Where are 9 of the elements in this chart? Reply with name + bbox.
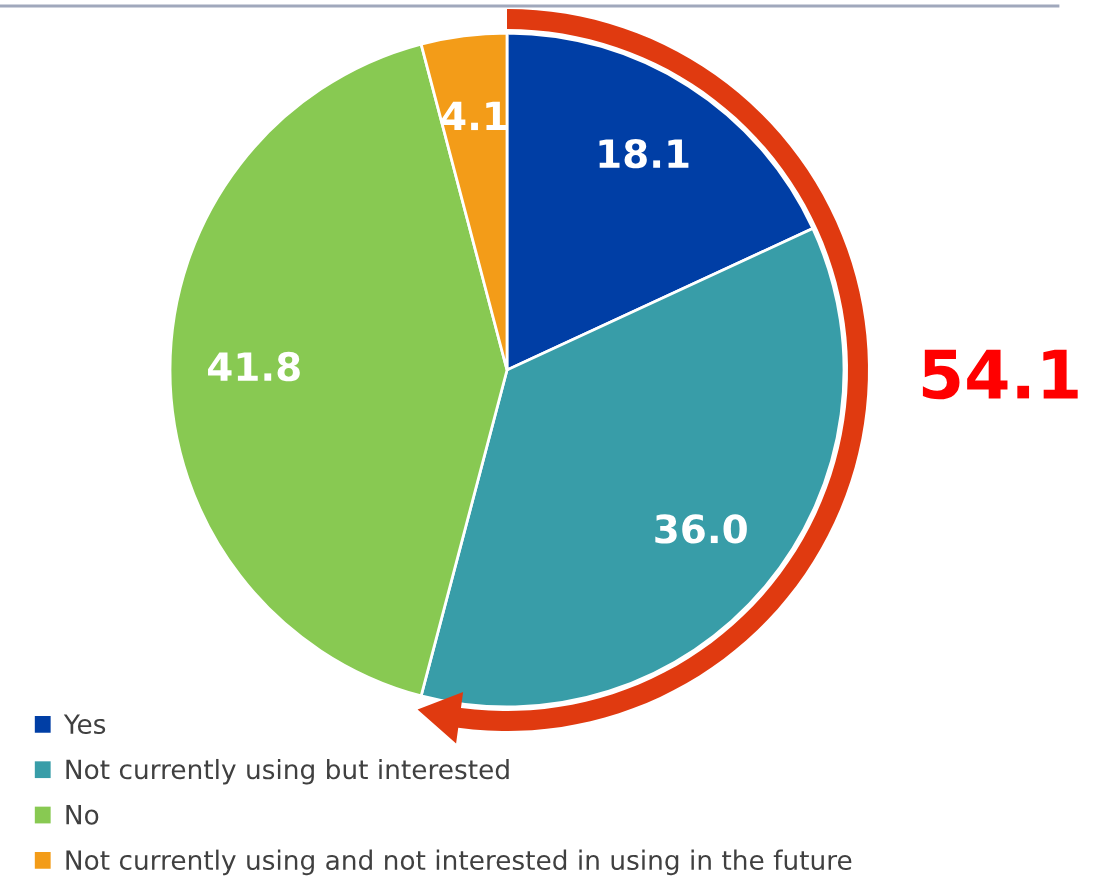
legend-label: No xyxy=(66,805,99,825)
legend-label: Yes xyxy=(63,714,106,735)
text: 54.1 xyxy=(922,349,1078,400)
data-label: 36.0 xyxy=(655,514,747,544)
data-label: 18.1 xyxy=(599,138,689,169)
data-label: 41.8 xyxy=(208,351,300,382)
legend-label: Not currently using but interested xyxy=(66,758,509,785)
data-label: 4.1 xyxy=(441,101,507,131)
legend-label: Not currently using and not interested in using in the future xyxy=(66,849,852,876)
